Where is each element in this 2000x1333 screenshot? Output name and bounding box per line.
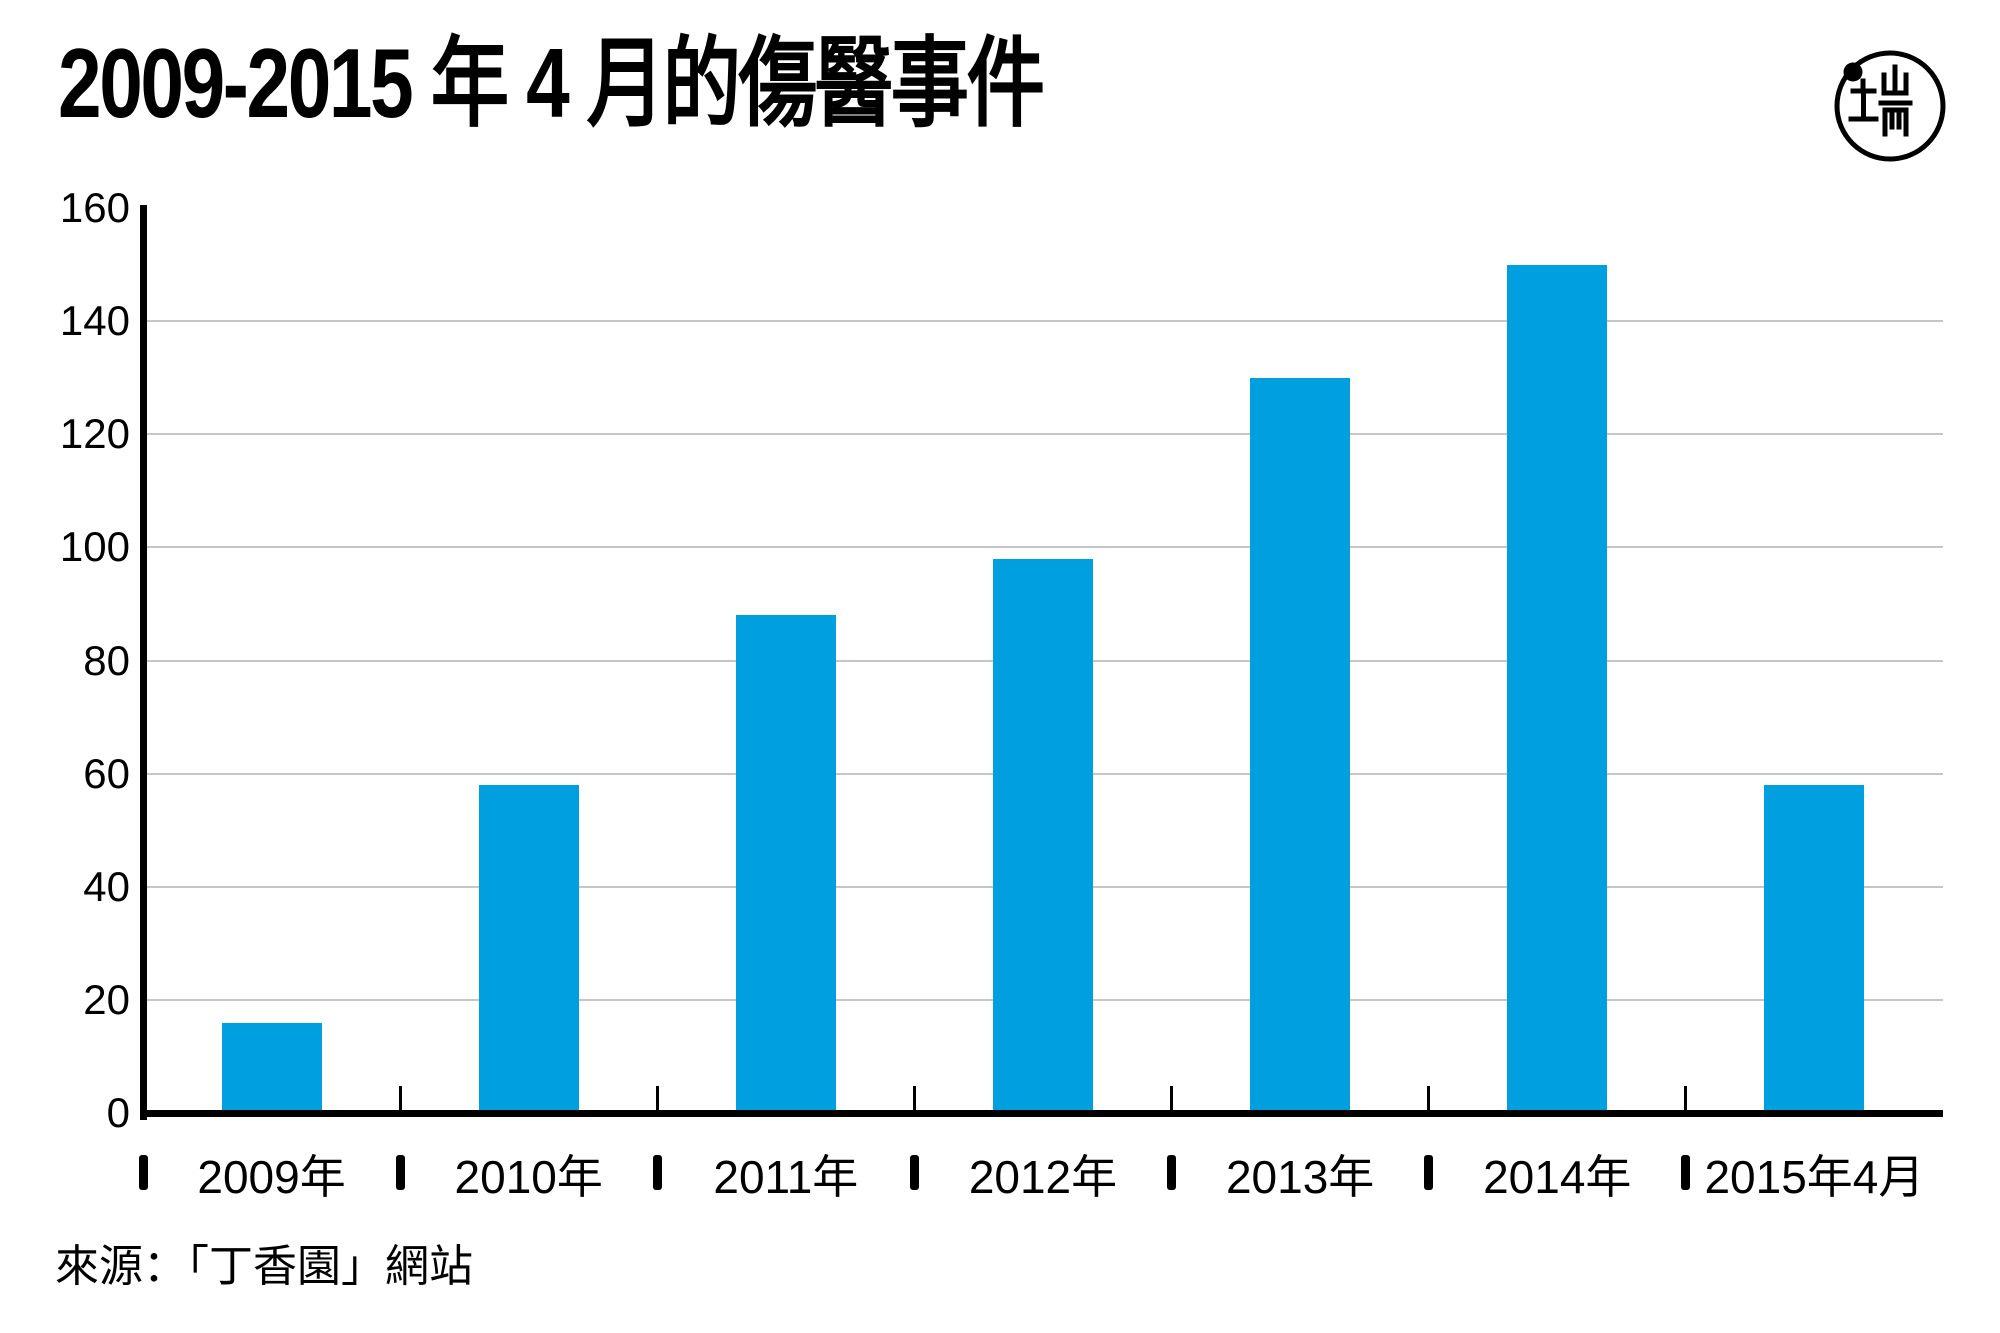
logo-glyph-duan <box>1848 64 1913 137</box>
x-axis-tick <box>138 1155 148 1190</box>
gridline-100 <box>146 546 1943 549</box>
category-divider-tick <box>1427 1086 1431 1113</box>
bar-2009年 <box>221 1022 322 1113</box>
x-axis-line <box>140 1110 1943 1117</box>
category-divider-tick <box>655 1086 659 1113</box>
gridline-120 <box>146 433 1943 436</box>
x-axis-label: 2015年4月 <box>1704 1151 1925 1203</box>
x-axis-label: 2010年 <box>454 1151 603 1203</box>
y-axis-tick-label: 80 <box>83 636 130 684</box>
category-divider-tick <box>398 1086 402 1113</box>
x-axis-label: 2011年 <box>713 1151 859 1203</box>
bar-2015年4月 <box>1764 784 1865 1113</box>
category-divider-tick <box>1684 1086 1688 1113</box>
bar-2010年 <box>478 784 579 1113</box>
x-axis-tick <box>652 1155 662 1190</box>
chart-title: 2009-2015 年 4 月的傷醫事件 <box>58 28 1045 138</box>
y-axis-line <box>140 205 147 1120</box>
gridline-140 <box>146 320 1943 323</box>
y-axis-tick-label: 0 <box>106 1089 130 1136</box>
x-axis-tick <box>1424 1155 1434 1190</box>
x-axis-tick <box>395 1155 405 1190</box>
bar-2013年 <box>1250 377 1351 1113</box>
x-axis-tick <box>1167 1155 1177 1190</box>
logo-circle <box>1834 50 1946 162</box>
initium-media-logo <box>1834 50 1946 162</box>
bar-2014年 <box>1507 264 1608 1113</box>
y-axis-tick-label: 60 <box>83 749 130 797</box>
y-axis-tick-label: 40 <box>83 862 130 910</box>
y-axis-tick-label: 20 <box>83 975 130 1023</box>
x-axis-label: 2013年 <box>1225 1151 1375 1203</box>
category-divider-tick <box>912 1086 916 1113</box>
y-axis-tick-label: 140 <box>59 297 130 345</box>
bar-2012年 <box>993 558 1093 1113</box>
bar-2011年 <box>735 615 836 1113</box>
x-axis-label: 2009年 <box>197 1151 346 1203</box>
x-axis-tick <box>1681 1155 1691 1190</box>
x-axis-label: 2014年 <box>1483 1151 1632 1203</box>
logo-dot <box>1843 62 1863 82</box>
x-axis-tick <box>909 1155 919 1190</box>
source-caption: 來源：「丁香園」網站 <box>55 1242 473 1291</box>
y-axis-tick-label: 160 <box>59 184 130 231</box>
category-divider-tick <box>1170 1086 1174 1113</box>
y-axis-tick-label: 120 <box>59 410 130 458</box>
y-axis-tick-label: 100 <box>59 523 130 571</box>
x-axis-label: 2012年 <box>968 1151 1118 1203</box>
